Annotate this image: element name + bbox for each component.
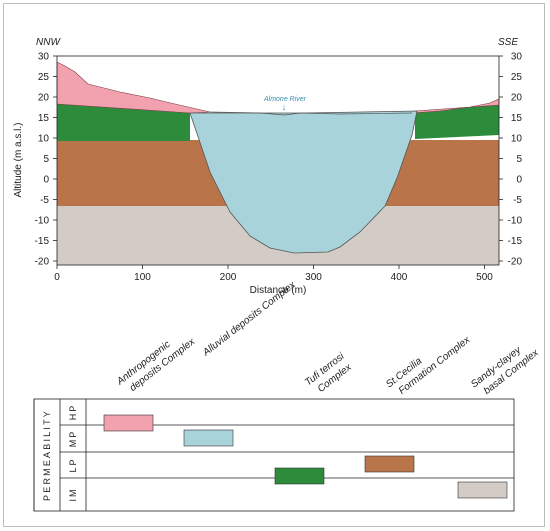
y-tick-label-left: -5 <box>40 195 49 206</box>
ground-surface-line <box>209 111 413 116</box>
y-tick-label-right: 10 <box>511 134 523 145</box>
permeability-bar <box>183 429 234 447</box>
anthropogenic-layer <box>56 61 211 114</box>
y-axis-left: 30 25 20 15 10 5 0 -5 -10 -15 -20 <box>35 52 57 268</box>
y-tick-label-right: 25 <box>511 72 523 83</box>
y-tick-label-right: -20 <box>508 257 523 268</box>
anthropogenic-layer-right <box>410 98 500 114</box>
y-tick-label-right: 15 <box>511 113 523 124</box>
y-tick-label-left: -20 <box>35 257 50 268</box>
alluvial-layer <box>189 110 418 254</box>
direction-left-label: NNW <box>36 37 61 48</box>
section-plot-frame <box>56 55 500 266</box>
figure-frame <box>3 3 545 527</box>
tufi-terrosi-layer <box>57 104 190 141</box>
x-tick-label: 200 <box>220 272 237 283</box>
x-tick-label: 0 <box>54 272 60 283</box>
y-tick-label-right: -10 <box>508 216 523 227</box>
y-tick-label-right: 20 <box>511 93 523 104</box>
y-tick-label-left: 15 <box>38 113 50 124</box>
permeability-bars <box>103 414 508 499</box>
y-axis-label: Altitude (m a.s.l.) <box>13 122 24 197</box>
y-tick-label-right: 5 <box>516 154 522 165</box>
x-axis: 0 100 200 300 400 500 <box>54 265 493 283</box>
permeability-title: PERMEABILITY <box>42 409 52 501</box>
y-tick-label-left: 30 <box>38 52 50 63</box>
y-tick-label-left: 0 <box>43 175 49 186</box>
y-tick-label-left: 25 <box>38 72 50 83</box>
permeability-class-label: MP <box>68 430 78 448</box>
tufi-terrosi-layer-right <box>415 105 499 139</box>
y-tick-label-right: 0 <box>516 175 522 186</box>
y-tick-label-right: -5 <box>513 195 522 206</box>
y-tick-label-left: 5 <box>43 154 49 165</box>
permeability-bar <box>457 481 508 499</box>
permeability-bar <box>274 467 325 485</box>
x-axis-label: Distance (m) <box>250 285 307 296</box>
x-tick-label: 100 <box>134 272 151 283</box>
section-layers <box>56 61 500 265</box>
y-tick-label-left: -15 <box>35 236 50 247</box>
river-label: Almone River <box>263 96 307 103</box>
permeability-bar <box>364 455 415 473</box>
x-tick-label: 400 <box>391 272 408 283</box>
x-tick-label: 300 <box>305 272 322 283</box>
permeability-class-label: HP <box>68 404 78 421</box>
permeability-class-label: LP <box>68 457 78 472</box>
permeability-bar <box>103 414 154 432</box>
direction-right-label: SSE <box>498 37 518 48</box>
y-tick-label-left: 20 <box>38 93 50 104</box>
permeability-table: PERMEABILITY HP MP LP IM <box>33 398 515 512</box>
y-tick-label-left: 10 <box>38 134 50 145</box>
permeability-class-label: IM <box>68 488 78 502</box>
y-tick-label-right: -15 <box>508 236 523 247</box>
x-tick-label: 500 <box>476 272 493 283</box>
permeability-class-labels: HP MP LP IM <box>68 404 78 502</box>
y-tick-label-left: -10 <box>35 216 50 227</box>
y-tick-label-right: 30 <box>511 52 523 63</box>
y-axis-right: 30 25 20 15 10 5 0 -5 -10 -15 -20 <box>499 52 522 268</box>
river-arrow-icon: ↓ <box>282 102 287 112</box>
